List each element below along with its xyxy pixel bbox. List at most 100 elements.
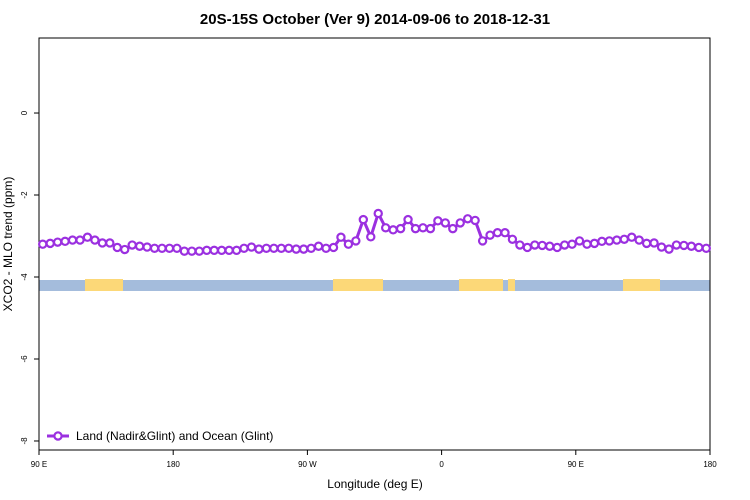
data-point bbox=[380, 223, 391, 233]
data-point bbox=[142, 242, 152, 252]
data-point bbox=[433, 216, 443, 226]
land-band bbox=[333, 279, 383, 291]
data-point bbox=[418, 223, 428, 233]
data-point bbox=[507, 234, 518, 244]
data-point bbox=[627, 232, 637, 242]
legend-marker bbox=[53, 431, 63, 441]
data-point bbox=[75, 235, 85, 245]
data-point bbox=[328, 242, 339, 253]
data-point bbox=[641, 238, 652, 249]
data-point bbox=[112, 242, 122, 253]
data-point bbox=[373, 208, 383, 219]
data-point bbox=[686, 241, 697, 251]
data-point bbox=[395, 223, 406, 234]
y-axis-label: XCO2 - MLO trend (ppm) bbox=[1, 177, 15, 312]
legend-label: Land (Nadir&Glint) and Ocean (Glint) bbox=[76, 429, 273, 443]
data-point bbox=[604, 236, 615, 246]
data-point bbox=[306, 243, 316, 254]
data-point bbox=[105, 238, 115, 248]
x-tick-label: 180 bbox=[167, 460, 181, 469]
data-point bbox=[649, 238, 659, 248]
data-point bbox=[597, 236, 607, 247]
data-point bbox=[530, 240, 540, 250]
data-point bbox=[448, 223, 458, 234]
x-tick-label: 90 E bbox=[31, 460, 47, 469]
land-band bbox=[459, 279, 503, 291]
data-point bbox=[172, 243, 182, 254]
x-tick-label: 90 E bbox=[568, 460, 584, 469]
data-point bbox=[552, 242, 562, 253]
data-point bbox=[515, 240, 525, 250]
data-point bbox=[455, 218, 465, 228]
data-point bbox=[120, 244, 130, 255]
land-band bbox=[623, 279, 660, 291]
data-point bbox=[38, 239, 48, 249]
data-point bbox=[477, 236, 488, 246]
x-tick-label: 90 W bbox=[298, 460, 317, 469]
data-point bbox=[612, 235, 622, 245]
data-point bbox=[231, 245, 242, 256]
data-point bbox=[246, 242, 257, 252]
data-point bbox=[664, 244, 674, 254]
data-point bbox=[284, 243, 294, 254]
land-band bbox=[508, 279, 515, 291]
data-point bbox=[500, 228, 510, 238]
x-tick-label: 0 bbox=[439, 460, 444, 469]
data-point bbox=[694, 242, 704, 253]
data-point bbox=[589, 238, 600, 249]
data-point bbox=[224, 245, 234, 256]
data-point bbox=[403, 214, 413, 225]
data-point bbox=[671, 240, 682, 250]
data-point bbox=[187, 246, 197, 256]
data-point bbox=[60, 236, 70, 247]
data-point bbox=[619, 234, 629, 244]
y-tick-label: -8 bbox=[20, 437, 29, 445]
data-point bbox=[194, 246, 204, 256]
data-point bbox=[470, 215, 480, 226]
data-point bbox=[254, 244, 264, 254]
data-point bbox=[179, 246, 190, 256]
data-point bbox=[574, 236, 585, 246]
data-point bbox=[298, 244, 309, 254]
data-point bbox=[216, 245, 227, 256]
x-axis-label: Longitude (deg E) bbox=[327, 477, 422, 491]
data-point bbox=[410, 223, 421, 234]
data-point bbox=[291, 244, 301, 254]
data-point bbox=[559, 240, 570, 250]
data-point bbox=[239, 243, 249, 254]
data-point bbox=[164, 243, 175, 254]
chart-title: 20S-15S October (Ver 9) 2014-09-06 to 20… bbox=[200, 11, 550, 28]
data-point bbox=[343, 239, 354, 249]
y-tick-label: -6 bbox=[20, 355, 29, 363]
data-point bbox=[209, 245, 219, 256]
data-point bbox=[90, 235, 100, 245]
data-point bbox=[134, 241, 145, 251]
data-point bbox=[425, 223, 436, 234]
data-point bbox=[67, 235, 78, 245]
data-point bbox=[97, 238, 108, 248]
data-point bbox=[522, 242, 533, 253]
data-point bbox=[149, 243, 160, 254]
y-tick-label: -4 bbox=[20, 273, 29, 281]
data-point bbox=[351, 236, 361, 246]
data-point bbox=[656, 242, 667, 252]
data-point bbox=[52, 237, 63, 247]
data-point bbox=[582, 239, 592, 249]
data-point bbox=[313, 241, 324, 251]
data-point bbox=[336, 232, 346, 242]
surface-band bbox=[39, 279, 710, 291]
data-point bbox=[127, 240, 137, 250]
data-point bbox=[202, 245, 212, 256]
data-point bbox=[321, 243, 331, 254]
data-point bbox=[440, 218, 451, 228]
data-point bbox=[358, 214, 369, 225]
data-point bbox=[701, 243, 711, 254]
data-point bbox=[492, 228, 503, 238]
data-point bbox=[82, 232, 93, 242]
y-tick-label: -2 bbox=[20, 191, 29, 199]
x-tick-label: 180 bbox=[703, 460, 717, 469]
data-point bbox=[269, 243, 279, 254]
data-point bbox=[45, 238, 55, 249]
data-point bbox=[485, 230, 495, 240]
